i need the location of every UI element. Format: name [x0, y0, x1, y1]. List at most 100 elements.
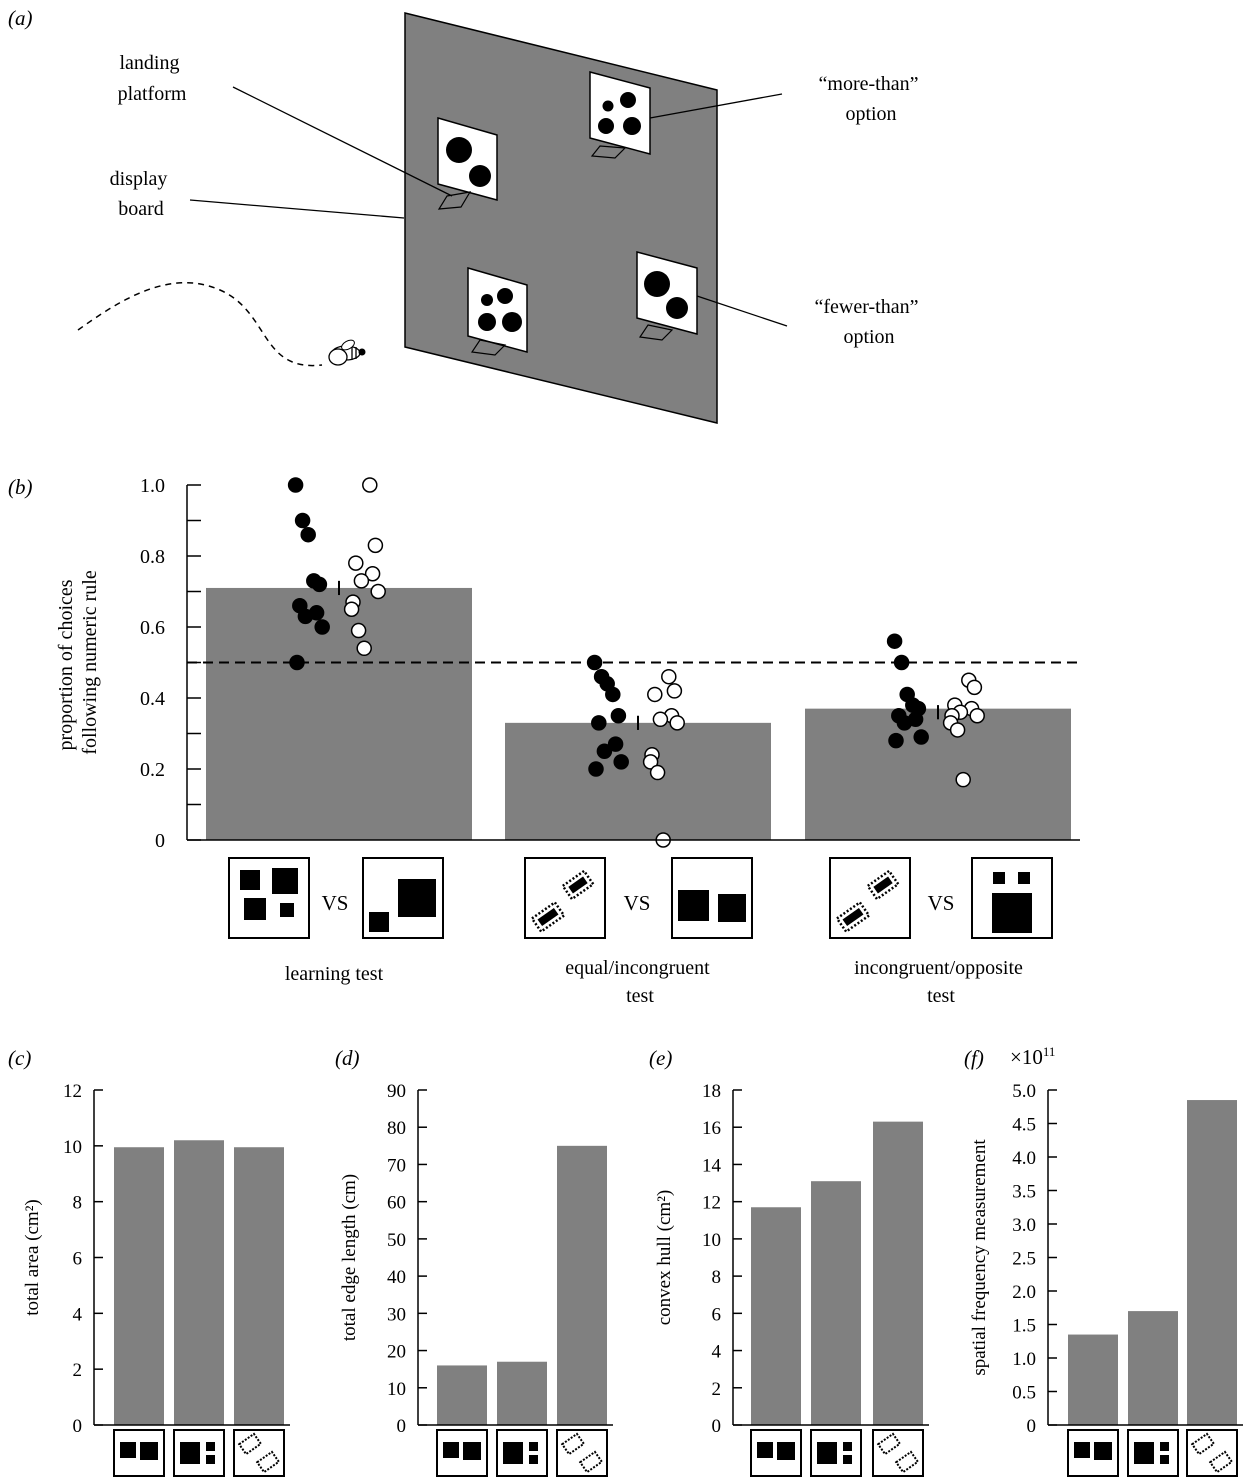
texture-shape [560, 1432, 586, 1456]
label-more-than-option: “more-than” option [819, 73, 924, 125]
point-filled [888, 732, 904, 749]
callout-line-board [189, 199, 405, 219]
bar-2 [1187, 1100, 1237, 1425]
point-filled [913, 729, 929, 745]
point-filled [297, 608, 314, 625]
point-open [343, 601, 360, 617]
stimulus-pair-learning: VS [228, 857, 444, 939]
point-open [969, 708, 985, 724]
panel-f-multiplier: ×1011 [1010, 1044, 1056, 1069]
bar-2 [805, 708, 1071, 840]
point-filled [596, 743, 613, 759]
stimulus-icon-frame [233, 1429, 285, 1477]
vs-label: VS [322, 891, 349, 915]
display-board [404, 12, 718, 424]
point-filled [586, 654, 603, 671]
callout-line-more [649, 93, 783, 119]
square-shape [1160, 1455, 1169, 1464]
y-tick-label: 18 [702, 1081, 721, 1102]
square-shape [843, 1455, 852, 1464]
y-tick-label: 4.5 [1012, 1115, 1036, 1136]
stimulus-card-top-left [437, 117, 498, 210]
stimulus-card-top-right [589, 71, 651, 159]
y-tick-label: 2 [73, 1360, 83, 1381]
stimulus-icon-frame [556, 1429, 608, 1477]
charts-cdef: total area (cm²) total edge length (cm) … [22, 1081, 1243, 1477]
y-tick-label: 90 [387, 1081, 406, 1102]
y-tick-label: 1.5 [1012, 1316, 1036, 1337]
point-open [350, 622, 367, 639]
bar-0 [114, 1147, 164, 1425]
square-shape [1134, 1442, 1154, 1464]
texture-shape [578, 1450, 604, 1474]
square-shape [843, 1442, 852, 1451]
y-tick-label: 3.5 [1012, 1182, 1036, 1203]
y-tick-label: 3.0 [1012, 1215, 1036, 1236]
chart-c-ylabel: total area (cm²) [22, 1199, 43, 1315]
flight-path [77, 281, 323, 367]
y-tick-label: 16 [702, 1118, 721, 1139]
point-open [362, 477, 378, 493]
point-open [370, 583, 386, 600]
y-tick-label: 8 [712, 1267, 722, 1288]
point-open [348, 555, 364, 571]
chart-f-ylabel: spatial frequency measurement [969, 1139, 990, 1376]
point-open [364, 566, 381, 582]
panel-b-label: (b) [8, 475, 33, 499]
point-open [356, 640, 372, 657]
bar-1 [811, 1181, 861, 1425]
stimulus-pair-equal: VS [524, 857, 753, 939]
point-open [367, 537, 384, 554]
y-tick-label: 40 [387, 1267, 406, 1288]
texture-shape [255, 1450, 281, 1474]
point-filled [893, 654, 910, 671]
point-open [652, 711, 669, 728]
point-open [666, 683, 683, 699]
panel-a-label: (a) [8, 6, 33, 30]
square-shape [206, 1442, 215, 1451]
y-tick-label: 2 [712, 1379, 722, 1400]
square-shape [757, 1442, 773, 1458]
chart-d: 0 10 20 30 40 50 60 70 80 90 [387, 1081, 613, 1477]
texture-shape [894, 1450, 920, 1474]
bar-1 [174, 1140, 224, 1425]
point-filled [289, 654, 305, 671]
chart-b-ylabel: proportion of choices following numeric … [55, 570, 101, 755]
square-shape [463, 1442, 481, 1460]
y-tick-label: 10 [702, 1230, 721, 1251]
landing-platform [437, 191, 472, 210]
stimulus-icon-frame [1186, 1429, 1238, 1477]
y-tick-label: 4.0 [1012, 1148, 1036, 1169]
bar-1 [505, 722, 771, 840]
chart-f: 0 0.5 1.0 1.5 2.0 2.5 3.0 3.5 4.0 4.5 5.0 [1012, 1081, 1243, 1477]
square-shape [443, 1442, 459, 1458]
y-tick-label: 1.0 [1012, 1349, 1036, 1370]
point-open [353, 573, 370, 589]
point-filled [610, 708, 627, 724]
point-open [647, 686, 663, 703]
bar-1 [1128, 1311, 1178, 1425]
point-open [669, 715, 685, 731]
y-tick-label: 0.6 [140, 617, 165, 639]
point-filled [314, 619, 330, 635]
y-tick-label: 80 [387, 1118, 406, 1139]
y-tick-label: 0.2 [140, 759, 165, 781]
square-shape [777, 1442, 795, 1460]
condition-label-learning: learning test [285, 963, 384, 985]
callout-line-landing [232, 86, 453, 197]
y-tick-label: 0 [73, 1416, 83, 1437]
point-filled [605, 686, 621, 703]
square-shape [503, 1442, 523, 1464]
panel-c-label: (c) [8, 1046, 32, 1070]
y-tick-label: 8 [73, 1193, 83, 1214]
square-shape [1094, 1442, 1112, 1460]
y-tick-label: 0 [397, 1416, 407, 1437]
y-tick-label: 12 [63, 1081, 82, 1102]
y-tick-label: 0.5 [1012, 1383, 1036, 1404]
y-tick-label: 0 [155, 830, 165, 852]
bar-2 [234, 1147, 284, 1425]
chart-e: 0 2 4 6 8 10 12 14 16 18 [702, 1081, 929, 1477]
y-tick-label: 0 [712, 1416, 722, 1437]
vs-label: VS [624, 891, 651, 915]
callout-line-fewer [696, 295, 788, 327]
